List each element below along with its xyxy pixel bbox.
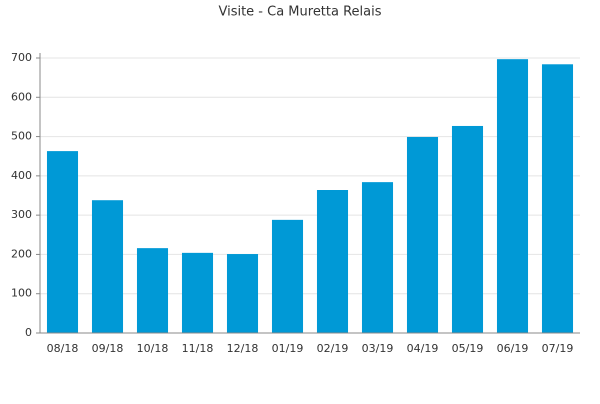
y-tick-label: 300 <box>11 208 32 221</box>
bar <box>181 252 214 333</box>
y-tick-label: 200 <box>11 247 32 260</box>
bar <box>541 64 574 334</box>
y-tick-label: 700 <box>11 51 32 64</box>
y-tick-label: 500 <box>11 130 32 143</box>
bar <box>226 254 259 333</box>
x-tick-label: 04/19 <box>407 342 439 355</box>
x-tick-label: 05/19 <box>452 342 484 355</box>
chart-title: Visite - Ca Muretta Relais <box>218 5 381 20</box>
bar <box>91 200 124 333</box>
x-tick-label: 07/19 <box>542 342 574 355</box>
x-tick-label: 08/18 <box>47 342 79 355</box>
bar <box>271 219 304 333</box>
x-tick-label: 10/18 <box>137 342 169 355</box>
x-tick-label: 02/19 <box>317 342 349 355</box>
y-tick-label: 100 <box>11 287 32 300</box>
bar <box>451 125 484 333</box>
x-tick-label: 01/19 <box>272 342 304 355</box>
bar <box>46 151 79 333</box>
x-tick-label: 11/18 <box>182 342 214 355</box>
y-tick-label: 400 <box>11 169 32 182</box>
x-tick-label: 12/18 <box>227 342 259 355</box>
x-tick-label: 03/19 <box>362 342 394 355</box>
bar <box>496 59 529 334</box>
bar <box>361 182 394 333</box>
bar <box>316 190 349 333</box>
x-tick-label: 09/18 <box>92 342 124 355</box>
bar <box>406 136 439 333</box>
bar <box>136 248 169 333</box>
x-tick-label: 06/19 <box>497 342 529 355</box>
y-tick-label: 0 <box>25 326 32 339</box>
y-tick-label: 600 <box>11 90 32 103</box>
